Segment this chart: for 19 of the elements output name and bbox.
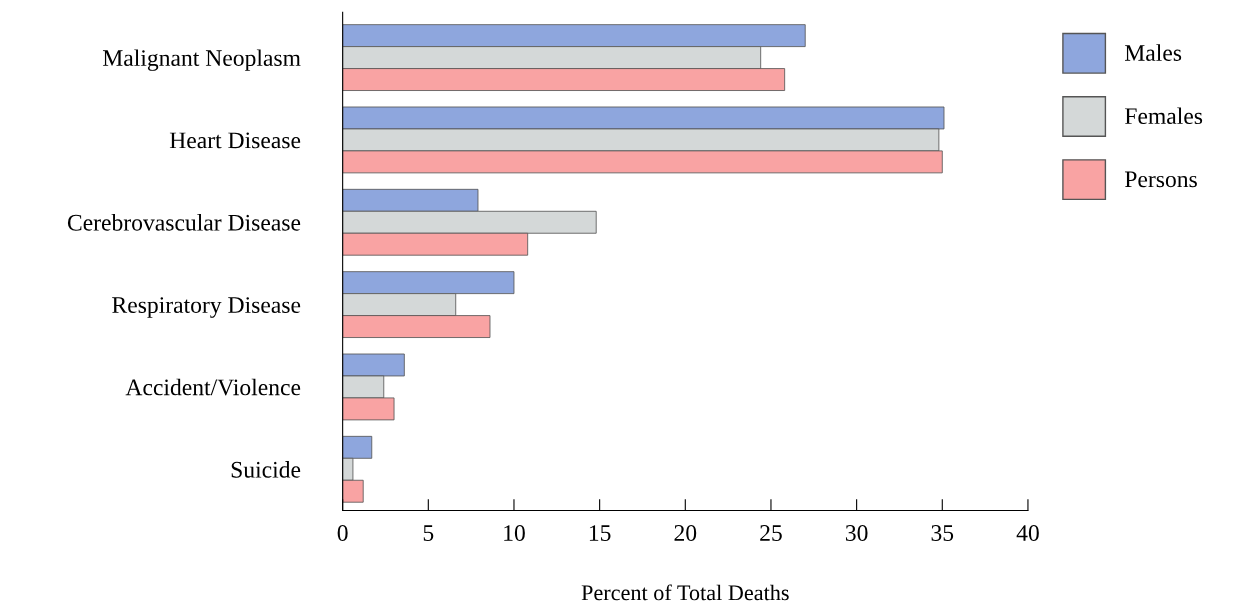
- y-tick-label: Respiratory Disease: [112, 297, 301, 318]
- x-tick-label: 15: [589, 525, 611, 541]
- x-tick-label: 40: [1016, 525, 1039, 541]
- x-tick-label: 20: [674, 525, 697, 541]
- y-tick-label: Cerebrovascular Disease: [67, 214, 301, 231]
- legend-label: Persons: [1124, 171, 1197, 188]
- y-tick-label: Suicide: [231, 461, 301, 478]
- legend-label: Males: [1124, 44, 1182, 61]
- x-tick-label: 10: [504, 525, 525, 541]
- y-tick-label: Accident/Violence: [125, 378, 301, 396]
- x-axis-title: Percent of Total Deaths: [581, 584, 789, 601]
- legend-label: Females: [1124, 107, 1203, 125]
- x-tick-label: 0: [337, 525, 348, 541]
- y-tick-label: Malignant Neoplasm: [102, 49, 301, 71]
- x-tick-label: 5: [423, 525, 434, 541]
- x-tick-label: 30: [845, 525, 868, 541]
- x-tick-label: 35: [931, 525, 954, 541]
- x-tick-label: 25: [760, 525, 782, 541]
- y-tick-label: Heart Disease: [169, 132, 301, 149]
